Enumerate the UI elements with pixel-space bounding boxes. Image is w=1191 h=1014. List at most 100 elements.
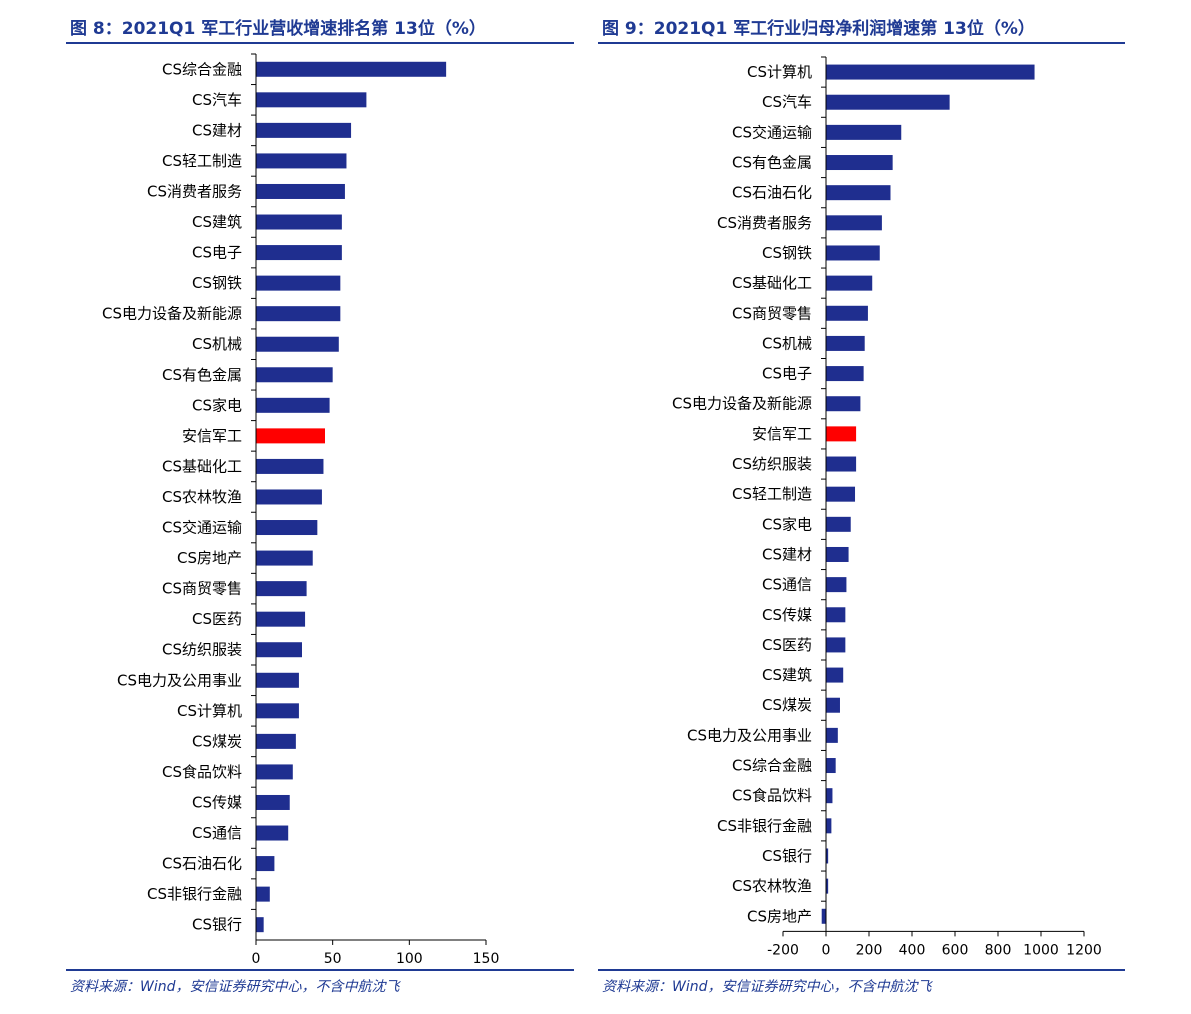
bar-CS汽车 xyxy=(826,94,950,110)
bar-CS通信 xyxy=(826,577,847,593)
bar-CS家电 xyxy=(826,516,851,532)
bar-CS有色金属 xyxy=(256,367,333,383)
category-label: CS建材 xyxy=(762,545,812,563)
x-tick-label: 1000 xyxy=(1023,942,1059,958)
category-label: CS机械 xyxy=(192,335,242,353)
bar-CS电力及公用事业 xyxy=(826,727,838,743)
figure-9-panel: 图 9：2021Q1 军工行业归母净利润增速第 13位（%） CS计算机 CS汽车… xyxy=(598,0,1125,1014)
bar-CS电力设备及新能源 xyxy=(256,306,341,322)
bar-CS农林牧渔 xyxy=(256,489,322,505)
x-tick-label: 100 xyxy=(396,951,423,967)
bar-CS消费者服务 xyxy=(256,183,345,199)
x-tick-label: 0 xyxy=(252,951,261,967)
bar-CS石油石化 xyxy=(256,856,275,872)
bar-安信军工 xyxy=(826,426,857,442)
bar-CS有色金属 xyxy=(826,155,893,171)
category-label: CS医药 xyxy=(192,610,242,628)
bar-CS食品饮料 xyxy=(256,764,293,780)
category-label: CS计算机 xyxy=(747,63,812,81)
bar-CS纺织服装 xyxy=(256,642,302,658)
bar-CS建筑 xyxy=(256,214,342,230)
x-tick-label: 50 xyxy=(324,951,342,967)
category-label: 安信军工 xyxy=(182,427,242,445)
bar-CS房地产 xyxy=(256,550,313,566)
category-label: CS非银行金融 xyxy=(717,817,812,835)
figure-8-bottom-rule xyxy=(66,969,574,971)
category-label: CS电力设备及新能源 xyxy=(672,395,812,413)
category-label: CS房地产 xyxy=(177,549,242,567)
category-label: CS商贸零售 xyxy=(162,580,242,598)
category-label: CS纺织服装 xyxy=(162,641,242,659)
x-tick-label: 150 xyxy=(473,951,500,967)
bar-CS农林牧渔 xyxy=(826,878,829,894)
figure-8-bar-chart: CS综合金融 CS汽车 CS建材 CS轻工制造 CS消费者服务 CS建筑 CS电子 CS钢铁 C… xyxy=(102,53,500,967)
category-label: CS轻工制造 xyxy=(162,152,242,170)
category-label: CS房地产 xyxy=(747,907,812,925)
category-label: CS石油石化 xyxy=(732,184,812,202)
category-label: CS煤炭 xyxy=(192,732,242,750)
bar-CS机械 xyxy=(826,335,865,351)
bar-CS建材 xyxy=(256,122,352,138)
figure-9-title: 图 9：2021Q1 军工行业归母净利润增速第 13位（%） xyxy=(602,19,1035,39)
category-label: CS计算机 xyxy=(177,702,242,720)
category-label: CS银行 xyxy=(762,847,812,865)
bar-CS钢铁 xyxy=(826,245,880,261)
category-label: CS传媒 xyxy=(192,793,242,811)
bar-CS汽车 xyxy=(256,92,367,108)
category-label: CS非银行金融 xyxy=(147,885,242,903)
category-label: CS电力及公用事业 xyxy=(117,671,242,689)
bar-CS家电 xyxy=(256,397,330,413)
category-label: CS农林牧渔 xyxy=(162,488,242,506)
bar-CS通信 xyxy=(256,825,289,841)
category-label: CS建筑 xyxy=(192,213,242,231)
bar-CS银行 xyxy=(256,917,264,933)
bar-CS轻工制造 xyxy=(256,153,347,169)
bar-CS医药 xyxy=(256,611,306,627)
category-label: CS有色金属 xyxy=(162,366,242,384)
category-label: 安信军工 xyxy=(752,425,812,443)
category-label: CS基础化工 xyxy=(732,274,812,292)
bar-CS纺织服装 xyxy=(826,456,857,472)
x-tick-label: 800 xyxy=(985,942,1012,958)
x-tick-label: 0 xyxy=(822,942,831,958)
category-label: CS机械 xyxy=(762,334,812,352)
category-label: CS汽车 xyxy=(762,93,812,111)
category-label: CS电子 xyxy=(192,244,242,262)
category-label: CS建材 xyxy=(192,121,242,139)
bar-CS煤炭 xyxy=(826,697,840,713)
category-label: CS有色金属 xyxy=(732,154,812,172)
category-label: CS钢铁 xyxy=(192,274,242,292)
figure-9-source-note: 资料来源：Wind，安信证券研究中心，不含中航沈飞 xyxy=(602,979,932,995)
category-label: CS通信 xyxy=(762,576,812,594)
bar-CS基础化工 xyxy=(826,275,873,291)
category-label: CS石油石化 xyxy=(162,855,242,873)
category-label: CS银行 xyxy=(192,916,242,934)
category-label: CS钢铁 xyxy=(762,244,812,262)
bar-CS钢铁 xyxy=(256,275,341,291)
category-label: CS汽车 xyxy=(192,91,242,109)
bar-CS传媒 xyxy=(256,794,290,810)
figure-9-bottom-rule xyxy=(598,969,1125,971)
category-label: CS商贸零售 xyxy=(732,304,812,322)
bar-CS非银行金融 xyxy=(826,818,832,834)
bar-CS消费者服务 xyxy=(826,215,882,231)
category-label: CS食品饮料 xyxy=(732,787,812,805)
figure-8-panel: 图 8：2021Q1 军工行业营收增速排名第 13位（%） CS综合金融 CS汽车… xyxy=(66,0,574,1014)
figure-8-top-rule xyxy=(66,42,574,44)
category-label: CS食品饮料 xyxy=(162,763,242,781)
bar-CS交通运输 xyxy=(256,520,318,536)
x-tick-label: 200 xyxy=(856,942,883,958)
bar-CS房地产 xyxy=(821,908,826,924)
bar-安信军工 xyxy=(256,428,325,444)
category-label: CS纺织服装 xyxy=(732,455,812,473)
bar-CS石油石化 xyxy=(826,185,891,201)
category-label: CS家电 xyxy=(192,396,242,414)
figure-8-title: 图 8：2021Q1 军工行业营收增速排名第 13位（%） xyxy=(70,19,486,39)
category-label: CS消费者服务 xyxy=(717,214,812,232)
category-label: CS交通运输 xyxy=(732,123,812,141)
figure-8-source-note: 资料来源：Wind，安信证券研究中心，不含中航沈飞 xyxy=(70,979,400,995)
category-label: CS基础化工 xyxy=(162,457,242,475)
category-label: CS电力及公用事业 xyxy=(687,726,812,744)
category-label: CS轻工制造 xyxy=(732,485,812,503)
category-label: CS消费者服务 xyxy=(147,182,242,200)
